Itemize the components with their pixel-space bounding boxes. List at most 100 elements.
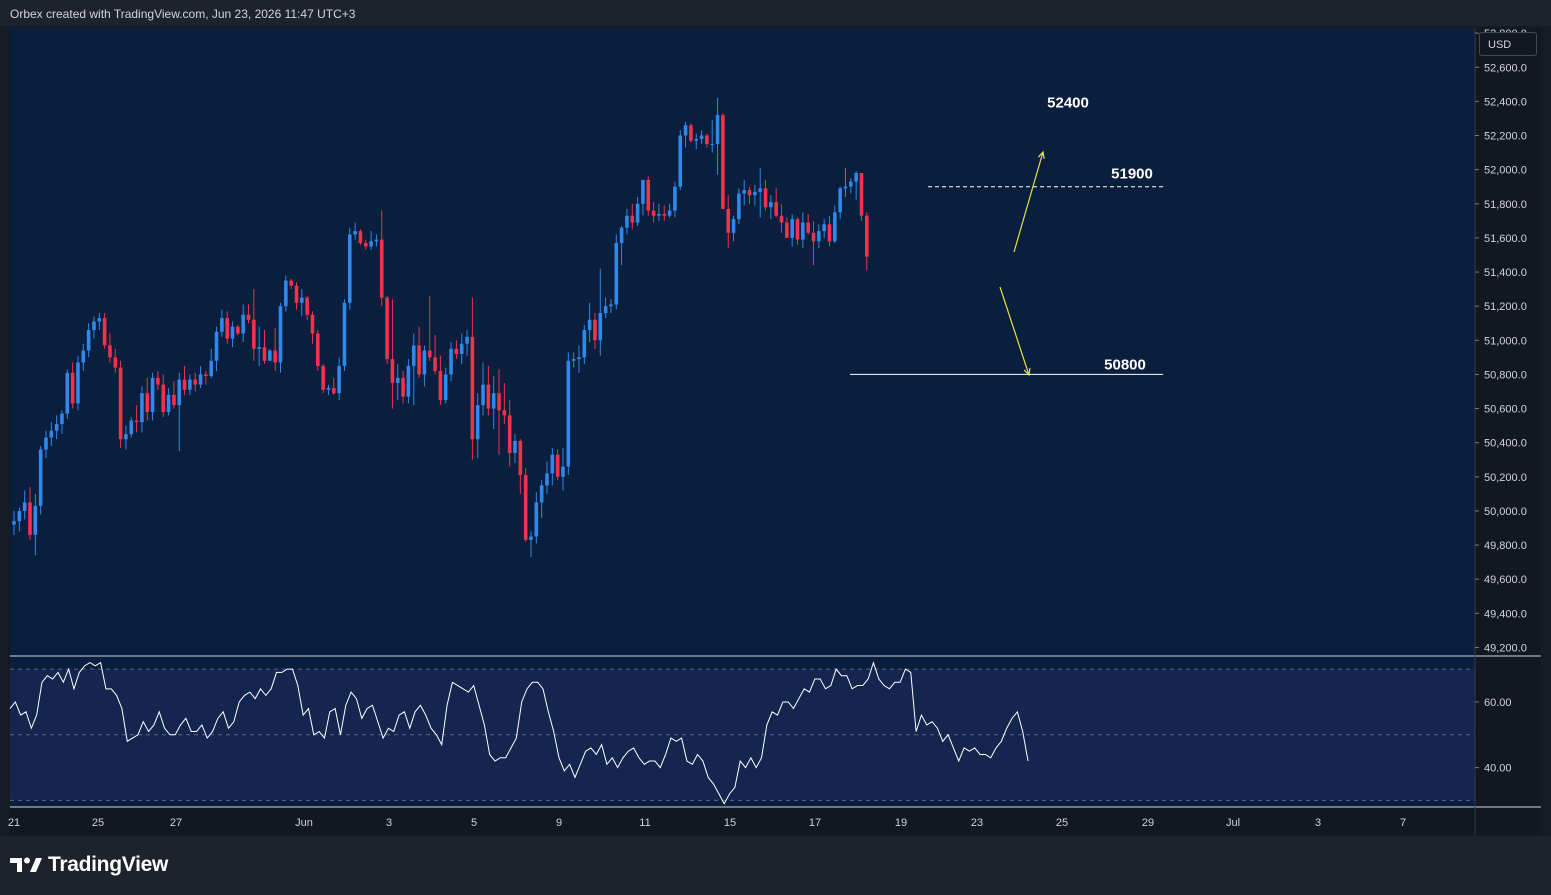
bull-candle[interactable] <box>539 485 544 503</box>
bull-candle[interactable] <box>550 454 555 474</box>
bull-candle[interactable] <box>513 440 517 453</box>
bear-candle[interactable] <box>662 214 667 216</box>
bull-candle[interactable] <box>12 521 16 525</box>
price-chart[interactable]: 52,800.052,600.052,400.052,200.052,000.0… <box>0 26 1551 836</box>
bull-candle[interactable] <box>843 186 848 189</box>
bear-candle[interactable] <box>225 318 229 339</box>
bear-candle[interactable] <box>262 347 267 361</box>
bull-candle[interactable] <box>129 420 134 435</box>
bull-candle[interactable] <box>577 357 581 360</box>
bear-candle[interactable] <box>433 357 437 372</box>
bear-candle[interactable] <box>28 502 32 535</box>
bull-candle[interactable] <box>395 377 400 383</box>
bear-candle[interactable] <box>721 115 725 209</box>
bull-candle[interactable] <box>657 214 661 216</box>
bear-candle[interactable] <box>785 222 789 238</box>
bull-candle[interactable] <box>667 210 672 216</box>
bull-candle[interactable] <box>44 437 48 450</box>
bear-candle[interactable] <box>134 420 139 423</box>
bull-candle[interactable] <box>854 173 858 182</box>
bull-candle[interactable] <box>566 360 571 467</box>
bear-candle[interactable] <box>358 231 363 244</box>
bear-candle[interactable] <box>865 215 869 257</box>
bull-candle[interactable] <box>49 430 54 438</box>
bull-candle[interactable] <box>683 125 688 136</box>
bear-candle[interactable] <box>486 384 491 409</box>
bull-candle[interactable] <box>491 393 496 409</box>
bull-candle[interactable] <box>268 350 272 361</box>
bear-candle[interactable] <box>363 243 368 247</box>
bull-candle[interactable] <box>209 360 214 377</box>
bull-candle[interactable] <box>406 365 411 397</box>
bull-candle[interactable] <box>326 388 331 390</box>
bullish-arrow[interactable] <box>1013 151 1044 253</box>
bull-candle[interactable] <box>849 181 853 187</box>
bull-candle[interactable] <box>38 449 43 506</box>
bull-candle[interactable] <box>97 318 102 322</box>
bear-candle[interactable] <box>182 379 187 390</box>
bear-candle[interactable] <box>193 379 198 385</box>
bull-candle[interactable] <box>614 243 619 305</box>
bull-candle[interactable] <box>561 466 565 477</box>
bear-candle[interactable] <box>502 410 507 416</box>
bull-candle[interactable] <box>188 379 192 390</box>
bear-candle[interactable] <box>316 333 320 366</box>
bear-candle[interactable] <box>273 350 277 363</box>
bear-candle[interactable] <box>113 357 118 368</box>
bull-candle[interactable] <box>598 312 603 341</box>
bull-candle[interactable] <box>241 314 245 334</box>
bull-candle[interactable] <box>635 203 640 223</box>
bull-candle[interactable] <box>124 434 128 440</box>
bear-candle[interactable] <box>246 314 251 320</box>
bear-candle[interactable] <box>811 232 816 242</box>
bull-candle[interactable] <box>529 536 533 540</box>
bear-candle[interactable] <box>747 190 752 196</box>
bull-candle[interactable] <box>459 343 464 354</box>
bear-candle[interactable] <box>204 374 208 377</box>
bear-candle[interactable] <box>646 179 651 211</box>
bear-candle[interactable] <box>417 345 421 375</box>
bear-candle[interactable] <box>108 345 112 358</box>
bull-candle[interactable] <box>619 227 624 244</box>
rsi-line[interactable] <box>9 660 1029 805</box>
bull-candle[interactable] <box>678 135 683 187</box>
bear-candle[interactable] <box>763 188 768 208</box>
bear-candle[interactable] <box>305 297 309 315</box>
bull-candle[interactable] <box>699 135 704 139</box>
bear-candle[interactable] <box>593 319 597 341</box>
bull-candle[interactable] <box>534 502 539 537</box>
bull-candle[interactable] <box>571 359 576 361</box>
bull-candle[interactable] <box>374 239 379 242</box>
bull-candle[interactable] <box>475 405 480 440</box>
bull-candle[interactable] <box>545 473 549 486</box>
bear-candle[interactable] <box>806 222 810 233</box>
bear-candle[interactable] <box>518 440 523 476</box>
bull-candle[interactable] <box>198 374 203 385</box>
bear-candle[interactable] <box>779 215 784 223</box>
bear-candle[interactable] <box>102 318 107 346</box>
bull-candle[interactable] <box>742 190 747 194</box>
bull-candle[interactable] <box>33 505 38 535</box>
bull-candle[interactable] <box>715 115 720 145</box>
bull-candle[interactable] <box>284 280 288 307</box>
bull-candle[interactable] <box>838 188 842 213</box>
bull-candle[interactable] <box>411 345 416 366</box>
tradingview-logo[interactable]: TradingView <box>10 852 168 878</box>
bear-candle[interactable] <box>470 336 475 440</box>
bull-candle[interactable] <box>60 413 64 424</box>
bear-candle[interactable] <box>705 135 709 145</box>
bull-candle[interactable] <box>731 219 736 233</box>
bear-candle[interactable] <box>497 393 501 411</box>
bull-candle[interactable] <box>753 191 757 196</box>
bull-candle[interactable] <box>177 379 182 406</box>
bear-candle[interactable] <box>310 314 315 334</box>
bull-candle[interactable] <box>737 193 741 220</box>
bear-candle[interactable] <box>390 359 395 383</box>
bear-candle[interactable] <box>118 367 123 440</box>
bull-candle[interactable] <box>230 326 235 339</box>
bear-candle[interactable] <box>651 210 656 216</box>
currency-selector[interactable]: USD <box>1479 32 1537 56</box>
bear-candle[interactable] <box>555 454 560 477</box>
bull-candle[interactable] <box>140 393 144 423</box>
bull-candle[interactable] <box>641 179 645 204</box>
